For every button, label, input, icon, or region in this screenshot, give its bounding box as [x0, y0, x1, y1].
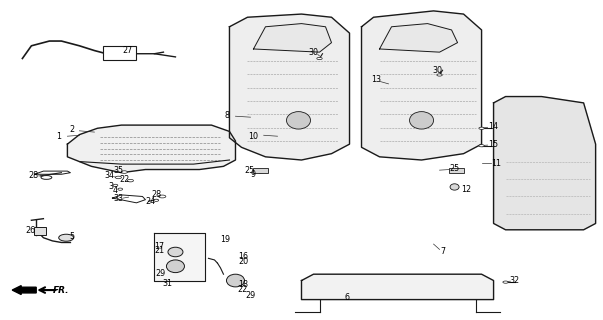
Text: 22: 22: [119, 174, 130, 184]
Ellipse shape: [41, 176, 52, 179]
Text: 20: 20: [238, 257, 248, 266]
Text: 25: 25: [449, 164, 459, 173]
Bar: [104, 46, 136, 60]
Text: 6: 6: [344, 293, 349, 302]
Text: 11: 11: [491, 159, 502, 168]
Text: 1: 1: [56, 132, 61, 141]
Text: 12: 12: [461, 185, 472, 194]
Polygon shape: [362, 11, 482, 160]
Text: 14: 14: [488, 122, 499, 131]
Polygon shape: [379, 24, 458, 52]
Ellipse shape: [450, 184, 459, 190]
Text: 30: 30: [432, 66, 442, 75]
Ellipse shape: [118, 188, 122, 190]
Text: 13: 13: [371, 75, 382, 84]
Text: 15: 15: [488, 140, 499, 149]
Bar: [449, 168, 464, 173]
Text: 7: 7: [440, 247, 445, 257]
Polygon shape: [302, 274, 494, 300]
Text: FR.: FR.: [52, 285, 69, 295]
Text: 10: 10: [248, 132, 259, 141]
Ellipse shape: [159, 195, 166, 198]
Text: 28: 28: [28, 172, 38, 180]
Ellipse shape: [227, 274, 244, 287]
Ellipse shape: [479, 127, 484, 129]
Ellipse shape: [479, 145, 484, 147]
Text: 27: 27: [122, 46, 133, 55]
Ellipse shape: [58, 234, 74, 241]
Text: 4: 4: [113, 186, 118, 195]
Ellipse shape: [503, 281, 508, 283]
Polygon shape: [68, 125, 236, 173]
Text: 3: 3: [108, 181, 113, 190]
Text: 18: 18: [238, 280, 248, 289]
Text: 30: 30: [309, 48, 318, 57]
Ellipse shape: [166, 260, 185, 273]
Bar: [34, 227, 46, 235]
Ellipse shape: [121, 171, 127, 173]
Polygon shape: [154, 233, 206, 281]
Ellipse shape: [127, 179, 133, 182]
Ellipse shape: [168, 247, 183, 257]
Bar: [253, 168, 268, 173]
Text: 24: 24: [145, 197, 156, 206]
Text: 28: 28: [151, 190, 162, 199]
Text: 31: 31: [163, 279, 172, 288]
Text: 17: 17: [154, 242, 164, 251]
Text: 26: 26: [25, 226, 35, 235]
Text: 5: 5: [70, 232, 75, 241]
FancyArrow shape: [12, 286, 36, 294]
Text: 35: 35: [113, 166, 124, 175]
Text: 29: 29: [245, 291, 256, 300]
Polygon shape: [253, 24, 332, 52]
Polygon shape: [494, 97, 596, 230]
Text: 29: 29: [156, 269, 166, 278]
Ellipse shape: [115, 176, 121, 179]
Text: 2: 2: [69, 125, 74, 134]
Text: 33: 33: [113, 194, 124, 203]
Text: 25: 25: [244, 166, 254, 175]
Ellipse shape: [113, 184, 118, 187]
Text: 16: 16: [238, 252, 248, 261]
Ellipse shape: [317, 57, 322, 60]
Ellipse shape: [154, 199, 159, 201]
Text: 32: 32: [510, 276, 520, 285]
Ellipse shape: [409, 112, 434, 129]
Text: 34: 34: [104, 172, 115, 180]
Ellipse shape: [286, 112, 311, 129]
Text: 22: 22: [238, 284, 248, 294]
Text: 19: 19: [220, 236, 230, 244]
Ellipse shape: [437, 74, 442, 76]
Polygon shape: [230, 14, 350, 160]
Text: 21: 21: [154, 246, 164, 255]
Text: 9: 9: [251, 170, 256, 179]
Text: 8: 8: [224, 111, 230, 120]
